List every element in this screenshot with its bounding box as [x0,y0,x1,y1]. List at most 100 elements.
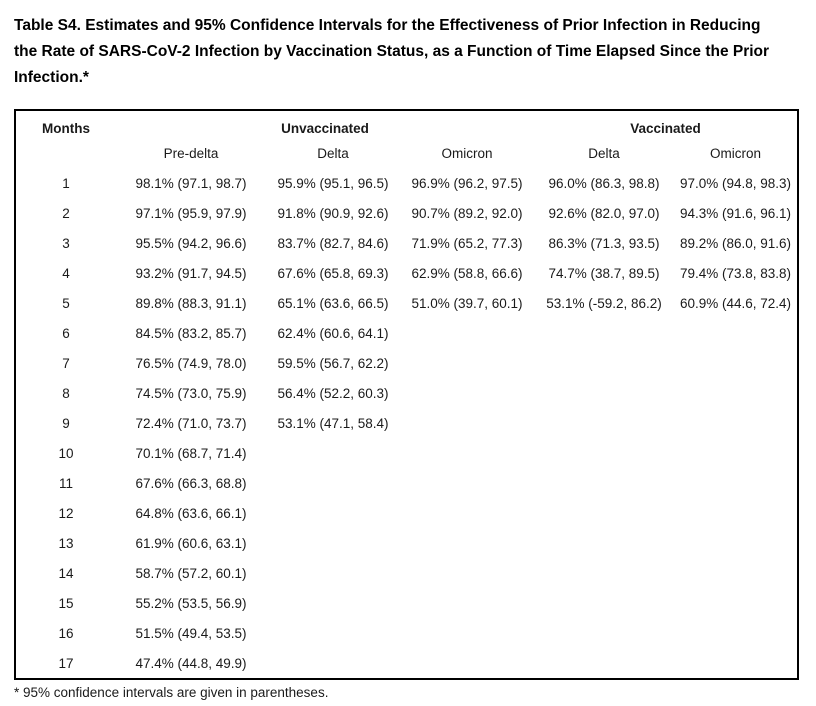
estimate-cell: 89.8% (88.3, 91.1) [135,295,247,311]
estimate-cell: 98.1% (97.1, 98.7) [135,175,247,191]
column-header-unvaccinated-pre-delta: Pre-delta [163,146,219,161]
months-cell: 12 [58,505,74,521]
months-cell: 2 [62,205,70,221]
estimate-cell: 67.6% (66.3, 68.8) [135,475,247,491]
estimate-cell [400,378,534,408]
estimate-cell: 74.7% (38.7, 89.5) [548,265,660,281]
months-cell: 8 [62,385,70,401]
estimate-cell: 96.9% (96.2, 97.5) [411,175,523,191]
effectiveness-table: Months Unvaccinated Vaccinated Pre-delta… [16,111,797,678]
months-cell: 9 [62,415,70,431]
column-header-months: Months [42,120,90,136]
group-header-unvaccinated: Unvaccinated [281,120,369,136]
estimate-cell [266,558,400,588]
estimate-cell: 86.3% (71.3, 93.5) [548,235,660,251]
estimate-cell [400,498,534,528]
table-row: 5 89.8% (88.3, 91.1) 65.1% (63.6, 66.5) … [16,288,797,318]
table-row: 14 58.7% (57.2, 60.1) [16,558,797,588]
table-row: 12 64.8% (63.6, 66.1) [16,498,797,528]
estimate-cell [534,648,674,678]
estimate-cell [400,468,534,498]
estimate-cell: 58.7% (57.2, 60.1) [135,565,247,581]
estimate-cell [266,528,400,558]
group-header-vaccinated: Vaccinated [630,120,701,136]
estimate-cell [400,318,534,348]
estimate-cell: 84.5% (83.2, 85.7) [135,325,247,341]
estimate-cell [674,558,797,588]
estimate-cell [674,648,797,678]
estimate-cell [534,528,674,558]
table-row: 11 67.6% (66.3, 68.8) [16,468,797,498]
table-row: 8 74.5% (73.0, 75.9) 56.4% (52.2, 60.3) [16,378,797,408]
estimate-cell [400,558,534,588]
estimate-cell [266,618,400,648]
table-row: 6 84.5% (83.2, 85.7) 62.4% (60.6, 64.1) [16,318,797,348]
sub-header-spacer [16,139,116,168]
estimate-cell: 72.4% (71.0, 73.7) [135,415,247,431]
estimate-cell [400,438,534,468]
group-header-row: Months Unvaccinated Vaccinated [16,111,797,139]
estimate-cell [674,468,797,498]
table-header: Months Unvaccinated Vaccinated Pre-delta… [16,111,797,168]
estimate-cell [400,648,534,678]
estimate-cell: 76.5% (74.9, 78.0) [135,355,247,371]
estimate-cell [534,438,674,468]
estimate-cell: 62.9% (58.8, 66.6) [411,265,523,281]
months-cell: 17 [58,655,74,671]
estimate-cell: 97.1% (95.9, 97.9) [135,205,247,221]
months-cell: 6 [62,325,70,341]
table-s4-container: Months Unvaccinated Vaccinated Pre-delta… [14,109,799,680]
estimate-cell: 70.1% (68.7, 71.4) [135,445,247,461]
estimate-cell [534,408,674,438]
estimate-cell: 94.3% (91.6, 96.1) [679,205,792,221]
estimate-cell: 97.0% (94.8, 98.3) [679,175,792,191]
estimate-cell [674,438,797,468]
table-row: 13 61.9% (60.6, 63.1) [16,528,797,558]
estimate-cell [674,528,797,558]
estimate-cell [266,468,400,498]
estimate-cell [674,618,797,648]
months-cell: 7 [62,355,70,371]
estimate-cell: 51.5% (49.4, 53.5) [135,625,247,641]
table-row: 4 93.2% (91.7, 94.5) 67.6% (65.8, 69.3) … [16,258,797,288]
estimate-cell: 53.1% (47.1, 58.4) [277,415,389,431]
estimate-cell: 74.5% (73.0, 75.9) [135,385,247,401]
estimate-cell: 67.6% (65.8, 69.3) [277,265,389,281]
estimate-cell [534,378,674,408]
estimate-cell: 90.7% (89.2, 92.0) [411,205,523,221]
sub-header-row: Pre-delta Delta Omicron Delta Omicron [16,139,797,168]
months-cell: 11 [58,475,73,491]
estimate-cell: 55.2% (53.5, 56.9) [135,595,247,611]
table-body: 1 98.1% (97.1, 98.7) 95.9% (95.1, 96.5) … [16,168,797,678]
months-cell: 3 [62,235,70,251]
column-header-unvaccinated-omicron: Omicron [441,146,493,161]
months-cell: 5 [62,295,70,311]
estimate-cell: 47.4% (44.8, 49.9) [135,655,247,671]
column-header-vaccinated-delta: Delta [588,146,620,161]
estimate-cell: 96.0% (86.3, 98.8) [548,175,660,191]
estimate-cell [400,528,534,558]
estimate-cell [534,558,674,588]
table-row: 10 70.1% (68.7, 71.4) [16,438,797,468]
footnote: * 95% confidence intervals are given in … [14,685,329,700]
column-header-vaccinated-omicron: Omicron [710,146,762,161]
months-cell: 16 [58,625,74,641]
table-row: 1 98.1% (97.1, 98.7) 95.9% (95.1, 96.5) … [16,168,797,198]
estimate-cell [674,318,797,348]
estimate-cell [534,618,674,648]
months-cell: 10 [58,445,74,461]
months-cell: 14 [58,565,74,581]
table-row: 7 76.5% (74.9, 78.0) 59.5% (56.7, 62.2) [16,348,797,378]
estimate-cell [674,378,797,408]
estimate-cell [534,498,674,528]
estimate-cell: 64.8% (63.6, 66.1) [135,505,247,521]
table-row: 16 51.5% (49.4, 53.5) [16,618,797,648]
table-title: Table S4. Estimates and 95% Confidence I… [14,17,770,86]
estimate-cell [266,648,400,678]
estimate-cell: 93.2% (91.7, 94.5) [135,265,247,281]
estimate-cell [400,618,534,648]
estimate-cell [674,588,797,618]
estimate-cell [400,348,534,378]
estimate-cell [400,408,534,438]
